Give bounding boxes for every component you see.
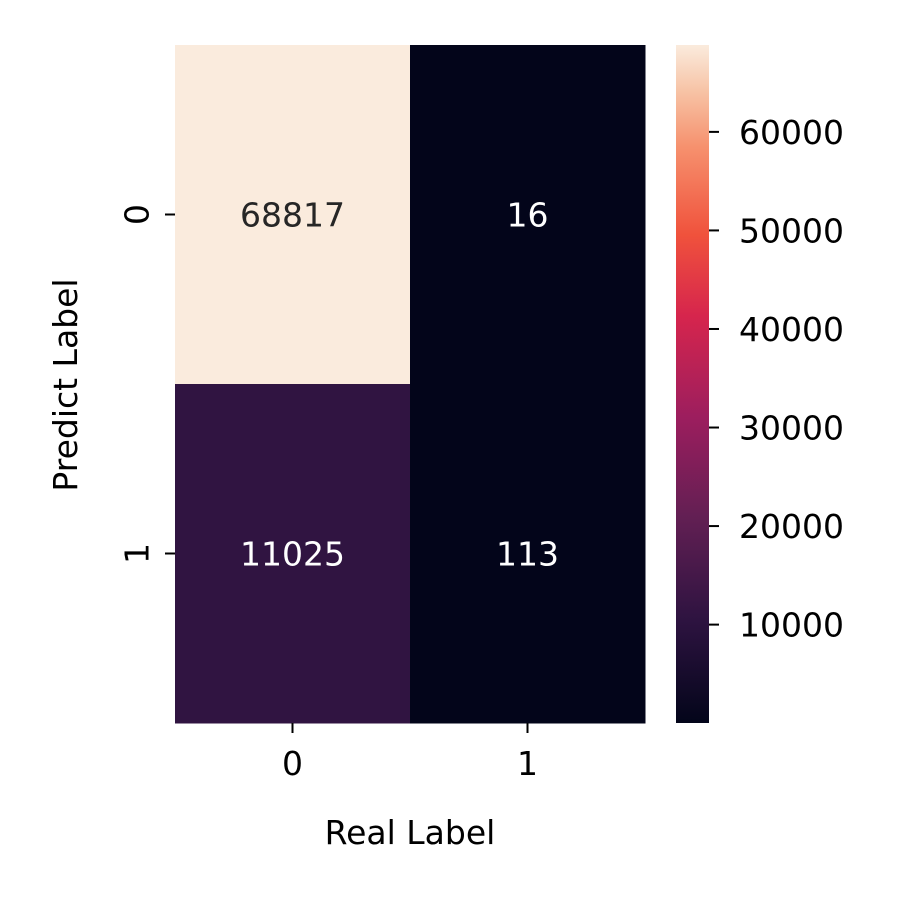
cell-value-label: 16	[507, 196, 549, 235]
heatmap-cells	[175, 45, 646, 724]
y-tick-label: 1	[118, 543, 157, 564]
colorbar-tick-label: 50000	[739, 211, 844, 250]
y-axis-label: Predict Label	[46, 278, 85, 491]
y-tick-label: 0	[118, 204, 157, 225]
heatmap-cell	[410, 45, 646, 385]
colorbar-tick-label: 40000	[739, 310, 844, 349]
y-axis-ticks: 01	[118, 204, 175, 564]
cell-value-label: 11025	[240, 535, 345, 574]
colorbar-tick-label: 20000	[739, 507, 844, 546]
colorbar-ticks: 10000 20000 30000 40000 50000 60000	[709, 113, 844, 645]
colorbar-tick-label: 10000	[739, 606, 844, 645]
colorbar-tick-label: 30000	[739, 409, 844, 448]
cell-value-label: 113	[496, 535, 559, 574]
x-tick-label: 0	[282, 744, 303, 783]
colorbar	[676, 45, 709, 723]
cell-value-label: 68817	[240, 196, 345, 235]
cell-annotations: 68817 16 11025 113	[240, 196, 559, 574]
heatmap-cell	[410, 384, 646, 724]
heatmap-cell	[175, 45, 411, 385]
x-tick-label: 1	[517, 744, 538, 783]
colorbar-tick-label: 60000	[739, 113, 844, 152]
heatmap-cell	[175, 384, 411, 724]
x-axis-label: Real Label	[325, 813, 496, 852]
